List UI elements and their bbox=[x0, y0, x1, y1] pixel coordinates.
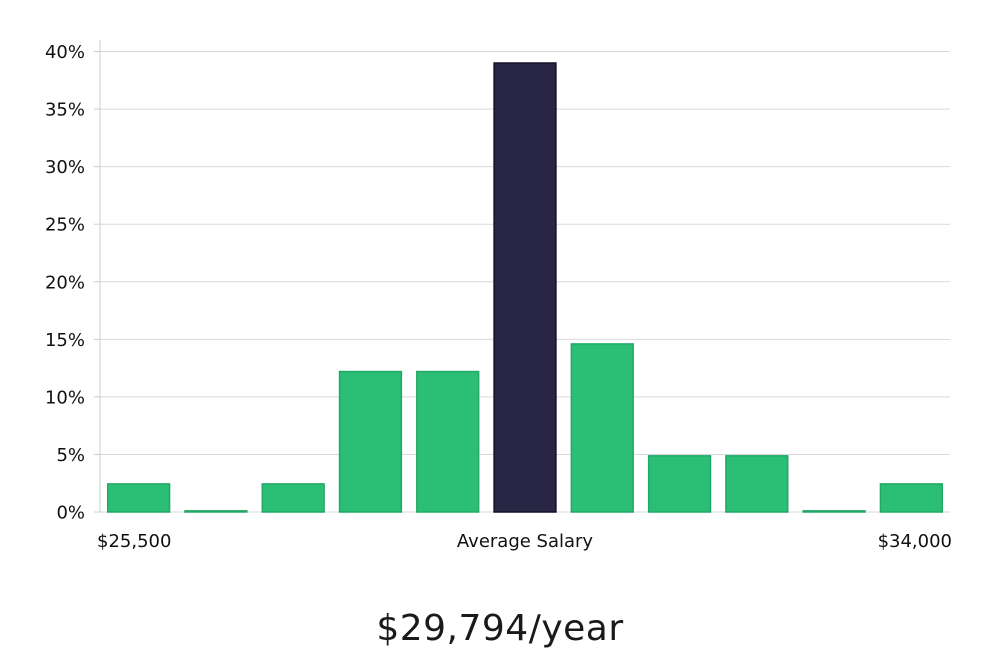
y-tick-label-25: 25% bbox=[45, 215, 85, 236]
bar-4 bbox=[338, 370, 403, 513]
bar-7 bbox=[570, 343, 634, 513]
bar-8 bbox=[647, 455, 712, 513]
y-tick-label-20: 20% bbox=[45, 272, 85, 293]
bar-3 bbox=[261, 483, 325, 513]
y-axis-ticks: 0% 5% 10% 15% 20% 25% 30% 35% 40% bbox=[45, 42, 100, 524]
bars bbox=[106, 62, 944, 513]
average-salary-caption: $29,794/year bbox=[376, 608, 624, 649]
y-tick-label-40: 40% bbox=[45, 42, 85, 63]
bar-9 bbox=[725, 455, 789, 513]
salary-histogram: 0% 5% 10% 15% 20% 25% 30% 35% 40% $25,500 Averag… bbox=[45, 40, 952, 552]
y-tick-label-10: 10% bbox=[45, 387, 85, 408]
y-tick-label-35: 35% bbox=[45, 100, 85, 121]
x-label-max: $34,000 bbox=[878, 531, 952, 552]
x-label-center: Average Salary bbox=[457, 531, 594, 552]
y-tick-label-15: 15% bbox=[45, 330, 85, 351]
bar-2 bbox=[184, 510, 248, 513]
y-tick-label-0: 0% bbox=[56, 503, 85, 524]
bar-average-salary bbox=[493, 62, 557, 513]
bar-1 bbox=[106, 483, 171, 513]
y-tick-label-30: 30% bbox=[45, 157, 85, 178]
bar-10 bbox=[802, 510, 866, 513]
bar-11 bbox=[879, 483, 944, 513]
y-tick-label-5: 5% bbox=[56, 445, 85, 466]
bar-5 bbox=[416, 370, 480, 513]
x-label-min: $25,500 bbox=[97, 531, 171, 552]
